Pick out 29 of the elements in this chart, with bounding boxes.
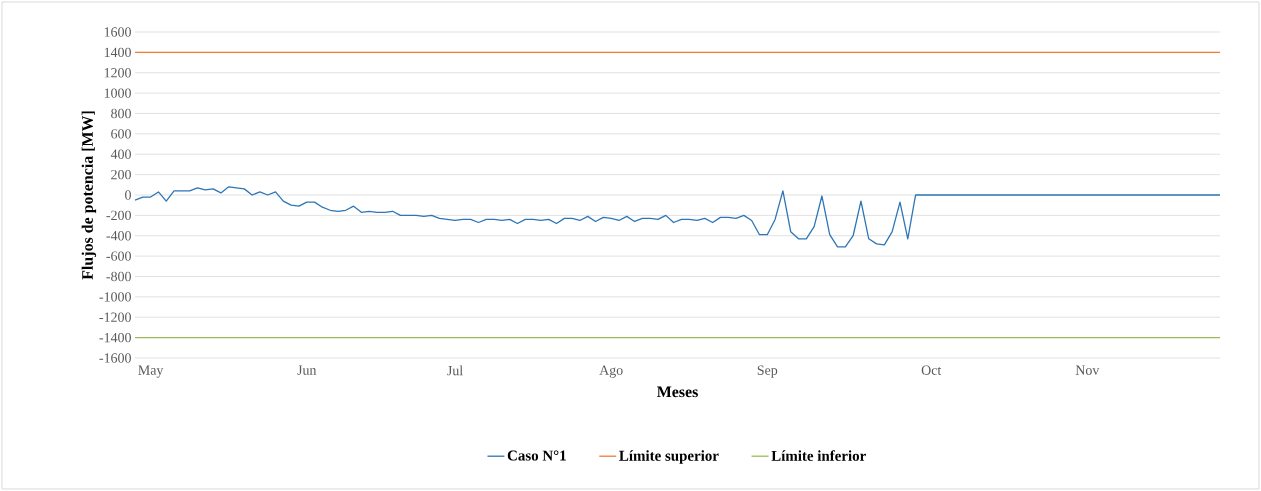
y-tick-label: 600 bbox=[111, 129, 131, 139]
y-tick-label: -1400 bbox=[99, 332, 131, 343]
legend-label: Límite superior bbox=[619, 450, 719, 464]
x-tick-label: Ago bbox=[599, 365, 623, 378]
x-tick-label: Nov bbox=[1075, 365, 1100, 375]
y-tick-label: 1200 bbox=[104, 68, 131, 78]
y-tick-label: -1600 bbox=[99, 353, 131, 363]
x-tick-label: Oct bbox=[921, 365, 942, 375]
x-tick-label: Sep bbox=[757, 365, 778, 378]
y-tick-label: 1000 bbox=[104, 88, 131, 98]
y-tick-label: 0 bbox=[125, 190, 131, 200]
y-tick-label: -1000 bbox=[99, 292, 131, 302]
x-tick-label: Jun bbox=[297, 365, 317, 375]
y-tick-label: 800 bbox=[111, 108, 131, 119]
y-tick-label: 1400 bbox=[104, 47, 131, 58]
y-tick-label: 200 bbox=[111, 169, 131, 180]
y-tick-label: -200 bbox=[106, 210, 131, 221]
y-tick-label: -1200 bbox=[99, 312, 131, 322]
y-tick-label: 1600 bbox=[104, 27, 131, 37]
y-tick-label: 400 bbox=[110, 149, 131, 159]
y-tick-label: -600 bbox=[106, 251, 131, 261]
x-axis-title: Meses bbox=[656, 386, 698, 398]
x-tick-label: Jul bbox=[447, 365, 463, 376]
y-axis-title: Flujos de potencia [MW] bbox=[81, 111, 97, 280]
x-tick-label: May bbox=[138, 365, 164, 378]
y-tick-label: -800 bbox=[106, 271, 131, 282]
y-tick-label: -400 bbox=[106, 231, 131, 241]
legend-label: Límite inferior bbox=[771, 450, 866, 461]
legend-label: Caso N°1 bbox=[507, 450, 566, 461]
